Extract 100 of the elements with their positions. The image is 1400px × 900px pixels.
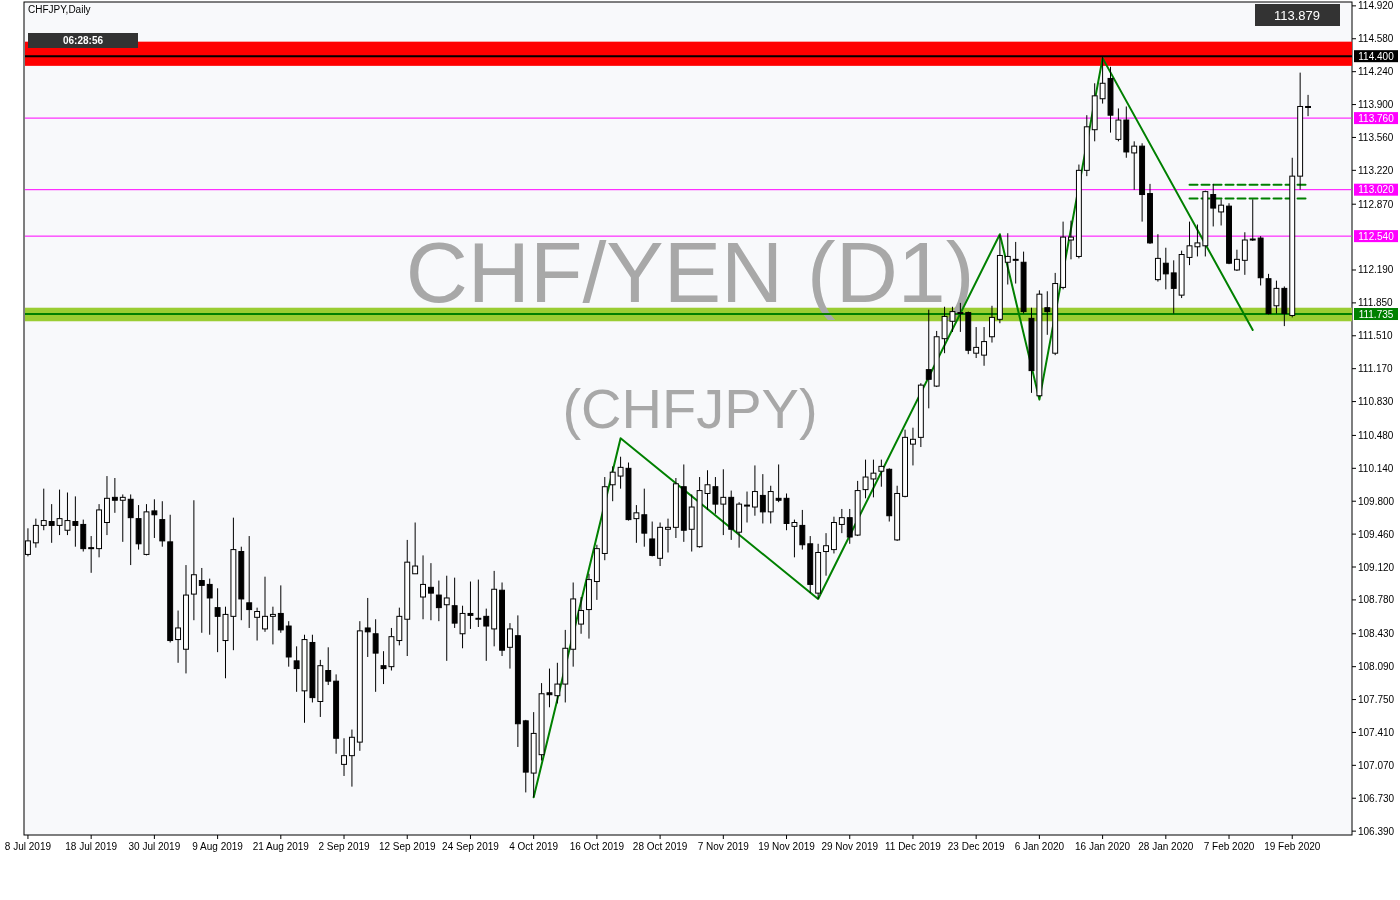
y-tick-label: 106.390 xyxy=(1358,825,1395,837)
x-tick-label: 23 Dec 2019 xyxy=(947,841,1005,852)
candlestick xyxy=(364,597,371,658)
candlestick xyxy=(119,493,126,543)
candlestick xyxy=(175,610,182,664)
y-tick-label: 107.070 xyxy=(1358,759,1395,771)
candlestick xyxy=(846,508,853,545)
ref-line-label: 111.735 xyxy=(1358,308,1394,320)
candlestick xyxy=(1233,249,1240,272)
x-tick-label: 19 Feb 2020 xyxy=(1264,841,1321,852)
candlestick xyxy=(277,584,284,634)
candlestick xyxy=(989,305,995,344)
y-tick-label: 110.830 xyxy=(1358,396,1394,408)
candlestick xyxy=(751,464,758,517)
x-tick-label: 16 Oct 2019 xyxy=(569,841,625,852)
ref-line-label: 112.540 xyxy=(1358,230,1395,242)
candlestick xyxy=(159,500,166,548)
y-tick-label: 108.430 xyxy=(1358,628,1395,640)
x-tick-label: 8 Jul 2019 xyxy=(4,841,52,852)
y-tick-label: 113.900 xyxy=(1358,99,1394,111)
chart-title: CHFJPY,Daily xyxy=(28,4,91,15)
annotation: 06:28:56 xyxy=(62,35,104,46)
candlestick xyxy=(767,485,774,524)
candlestick xyxy=(838,508,845,534)
ref-line-label: 113.020 xyxy=(1358,184,1395,196)
y-tick-label: 111.850 xyxy=(1358,297,1394,309)
y-tick-label: 111.170 xyxy=(1358,363,1394,375)
candlestick xyxy=(325,646,332,686)
y-tick-label: 106.730 xyxy=(1358,792,1395,804)
candlestick xyxy=(688,493,695,553)
y-tick-label: 108.090 xyxy=(1358,661,1395,673)
candlestick xyxy=(435,580,442,622)
x-tick-label: 18 Jul 2019 xyxy=(65,841,118,852)
y-tick-label: 112.870 xyxy=(1358,198,1394,210)
candlestick xyxy=(372,618,379,693)
y-tick-label: 114.580 xyxy=(1358,33,1394,45)
candlestick xyxy=(1249,198,1256,242)
annotation: CHF/YEN (D1) xyxy=(405,224,975,320)
candlestick xyxy=(1218,198,1225,226)
candlestick xyxy=(910,427,916,466)
y-tick-label: 114.240 xyxy=(1358,66,1394,78)
candlestick xyxy=(823,532,829,577)
x-tick-label: 19 Nov 2019 xyxy=(758,841,816,852)
y-tick-label: 112.190 xyxy=(1358,264,1394,276)
candlestick xyxy=(1004,232,1011,285)
x-tick-label: 16 Jan 2020 xyxy=(1075,841,1131,852)
candlestick xyxy=(665,518,671,553)
candlestick xyxy=(1241,231,1248,276)
candlestick xyxy=(878,459,885,488)
candlestick xyxy=(1170,259,1177,315)
candlestick xyxy=(475,579,482,628)
candlestick xyxy=(420,554,426,620)
y-tick-label: 110.480 xyxy=(1358,429,1394,441)
x-tick-label: 11 Dec 2019 xyxy=(884,841,942,852)
candlestick xyxy=(40,488,47,531)
candlestick xyxy=(1210,183,1217,227)
y-tick-label: 110.140 xyxy=(1358,462,1394,474)
candlestick xyxy=(759,473,766,524)
y-tick-label: 108.780 xyxy=(1358,594,1395,606)
candlestick xyxy=(1131,140,1138,191)
candlestick xyxy=(262,576,268,633)
candlestick xyxy=(649,521,656,557)
candlestick xyxy=(198,567,205,634)
candlestick xyxy=(483,608,490,662)
candlestick xyxy=(269,606,276,645)
candlestick xyxy=(246,535,253,629)
candlestick xyxy=(1305,94,1311,117)
candlestick xyxy=(1068,220,1074,260)
x-tick-label: 7 Nov 2019 xyxy=(697,841,750,852)
candlestick xyxy=(1044,290,1051,336)
y-tick-label: 113.560 xyxy=(1358,131,1394,143)
x-tick-label: 7 Feb 2020 xyxy=(1203,841,1255,852)
candlestick xyxy=(348,729,355,788)
candlestick xyxy=(744,491,750,523)
candlestick xyxy=(973,326,980,359)
x-tick-label: 24 Sep 2019 xyxy=(442,841,500,852)
candlestick xyxy=(127,493,134,566)
y-tick-label: 114.920 xyxy=(1358,0,1394,12)
ref-line-label: 113.760 xyxy=(1358,112,1395,124)
candlestick xyxy=(578,596,585,635)
x-tick-label: 30 Jul 2019 xyxy=(128,841,181,852)
x-tick-label: 4 Oct 2019 xyxy=(509,841,559,852)
x-tick-label: 6 Jan 2020 xyxy=(1014,841,1065,852)
candlestick xyxy=(111,477,118,514)
y-tick-label: 109.800 xyxy=(1358,495,1395,507)
candlestick xyxy=(254,607,261,642)
candlestick xyxy=(32,518,39,549)
x-tick-label: 2 Sep 2019 xyxy=(318,841,371,852)
y-tick-label: 109.460 xyxy=(1358,528,1395,540)
candlestick xyxy=(641,488,648,548)
candlestick xyxy=(190,499,197,621)
y-tick-label: 113.220 xyxy=(1358,164,1394,176)
candlestick xyxy=(1162,247,1169,290)
candlestick xyxy=(341,737,347,777)
x-tick-label: 21 Aug 2019 xyxy=(252,841,310,852)
candlestick xyxy=(507,622,513,670)
x-tick-label: 9 Aug 2019 xyxy=(192,841,244,852)
annotation: 113.879 xyxy=(1273,8,1321,23)
y-tick-label: 107.410 xyxy=(1358,726,1395,738)
candlestick xyxy=(88,535,95,574)
